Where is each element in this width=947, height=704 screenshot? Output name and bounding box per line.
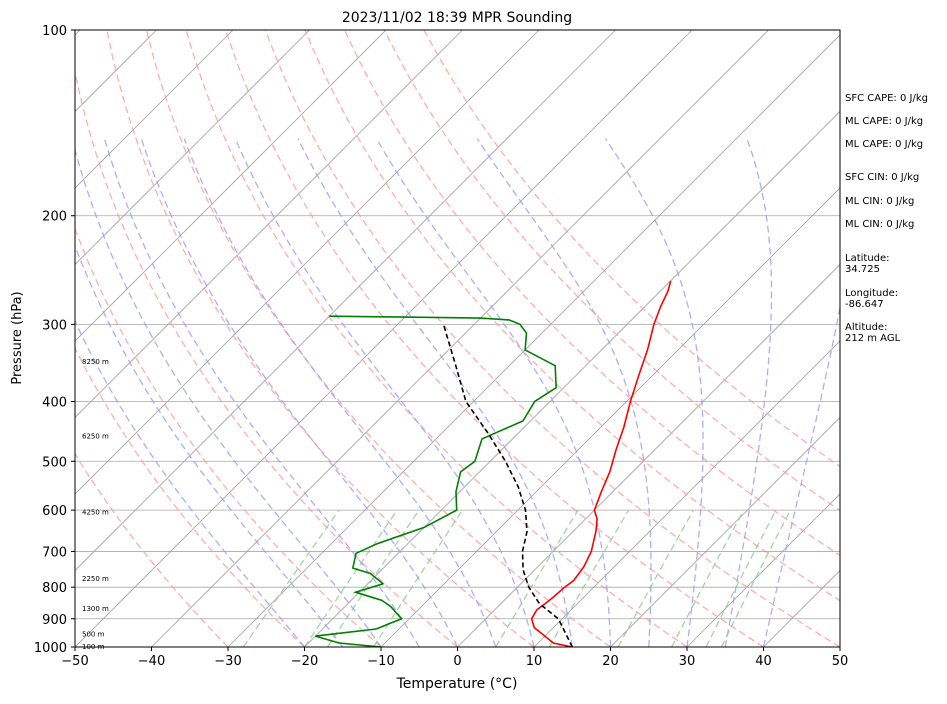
isotherm-line: [0, 30, 233, 647]
y-tick-label: 200: [42, 210, 67, 225]
altitude-label: Altitude: 212 m AGL: [845, 322, 900, 344]
x-tick-label: 50: [832, 654, 849, 669]
moist-adiabat-line: [377, 139, 611, 647]
y-tick-label: 600: [42, 504, 67, 519]
x-tick-label: 10: [526, 654, 543, 669]
height-label: 1300 m: [82, 605, 109, 613]
ml-cin-label: ML CIN: 0 J/kg: [845, 196, 914, 207]
y-tick-label: 500: [42, 455, 67, 470]
y-tick-label: 100: [42, 24, 67, 39]
mixing-ratio-line: [328, 510, 420, 647]
ml-cape-label: ML CAPE: 0 J/kg: [845, 116, 923, 127]
moist-adiabat-line: [477, 139, 651, 647]
x-tick-label: −10: [367, 654, 394, 669]
latitude-label: Latitude: 34.725: [845, 253, 890, 275]
isotherm-line: [0, 30, 539, 647]
height-label: 500 m: [82, 631, 105, 639]
moist-adiabat-line: [43, 139, 343, 647]
dry-adiabat-line: [226, 30, 764, 647]
moist-adiabat-line: [298, 139, 572, 647]
y-axis-label: Pressure (hPa): [10, 291, 25, 384]
y-axis-ticks: 1000 900 800 700 600 500 400 300 200 100: [34, 24, 75, 656]
background-lines: [0, 30, 947, 647]
y-tick-label: 700: [42, 545, 67, 560]
x-tick-label: 40: [755, 654, 772, 669]
moist-adiabat-line: [235, 139, 534, 647]
height-label: 2250 m: [82, 575, 109, 583]
x-axis-ticks: −50 −40 −30 −20 −10 0 10 20 30 40 50: [61, 647, 848, 669]
x-tick-label: −50: [61, 654, 88, 669]
ml-cape-label-2: ML CAPE: 0 J/kg: [845, 139, 923, 150]
x-tick-label: 30: [679, 654, 696, 669]
x-axis-label: Temperature (°C): [396, 676, 518, 692]
y-tick-label: 400: [42, 395, 67, 410]
sfc-cin-label: SFC CIN: 0 J/kg: [845, 172, 919, 183]
height-label: 4250 m: [82, 508, 109, 516]
dry-adiabat-line: [147, 30, 611, 647]
mixing-ratio-line: [706, 510, 776, 647]
y-tick-label: 800: [42, 581, 67, 596]
y-tick-label: 900: [42, 613, 67, 628]
x-tick-label: 0: [453, 654, 461, 669]
series-line-0: [532, 281, 671, 647]
y-tick-label: 300: [42, 318, 67, 333]
ml-cin-label-2: ML CIN: 0 J/kg: [845, 219, 914, 230]
dry-adiabat-line: [28, 30, 381, 647]
mixing-ratio-line: [496, 510, 578, 647]
plot-frame: [75, 30, 840, 647]
chart-title: 2023/11/02 18:39 MPR Sounding: [342, 10, 572, 26]
x-tick-label: 20: [602, 654, 619, 669]
series-line-1: [315, 316, 556, 647]
isotherm-line: [75, 30, 692, 647]
dry-adiabat-line: [0, 30, 228, 647]
isotherm-line: [0, 30, 4, 647]
sfc-cape-label: SFC CAPE: 0 J/kg: [845, 93, 928, 104]
isotherm-line: [305, 30, 922, 647]
x-tick-label: −20: [291, 654, 318, 669]
moist-adiabat-line: [725, 139, 771, 647]
moist-adiabat-line: [605, 139, 703, 647]
mixing-ratio-line: [549, 510, 628, 647]
y-tick-label: 1000: [34, 641, 67, 656]
height-label: 8250 m: [82, 358, 109, 366]
longitude-label: Longitude: -86.647: [845, 288, 898, 310]
x-tick-label: −30: [214, 654, 241, 669]
height-label: 6250 m: [82, 433, 109, 441]
x-tick-label: −40: [138, 654, 165, 669]
